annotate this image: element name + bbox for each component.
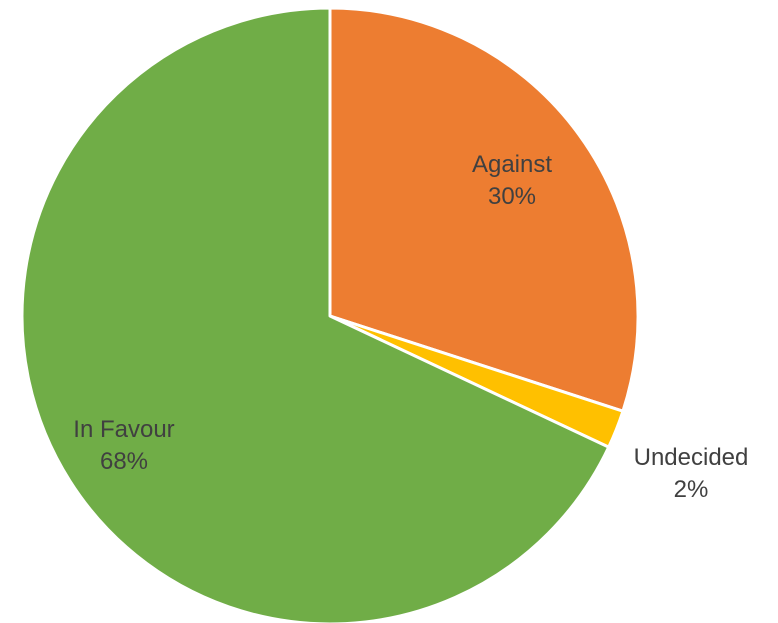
slice-label-against: Against [472, 151, 552, 178]
slice-label-undecided: Undecided [634, 444, 749, 471]
slice-percent-against: 30% [488, 183, 536, 210]
slice-in-favour [20, 6, 611, 623]
slice-label-in-favour: In Favour [73, 416, 174, 443]
slice-against [328, 6, 640, 413]
slices-layer [20, 6, 640, 623]
slice-percent-undecided: 2% [674, 476, 709, 503]
labels-layer: Against 30% Undecided 2% In Favour 68% [73, 151, 748, 503]
slice-percent-in-favour: 68% [100, 448, 148, 475]
